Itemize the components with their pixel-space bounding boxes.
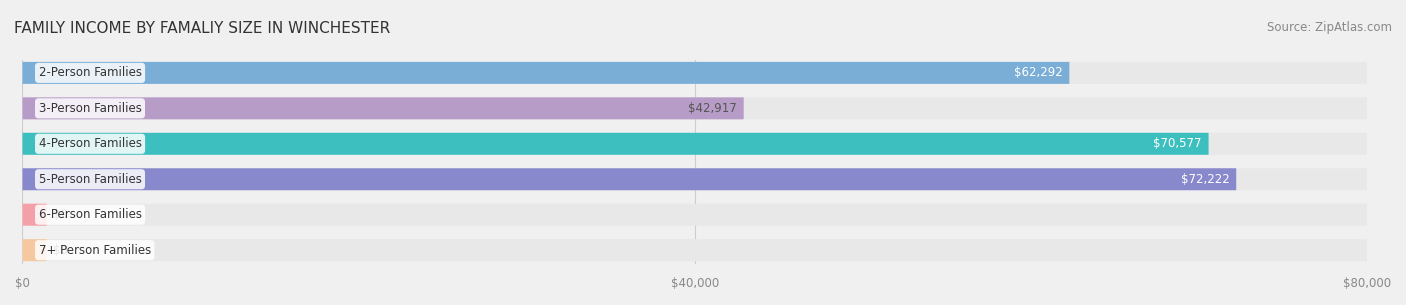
FancyBboxPatch shape: [22, 239, 1367, 261]
FancyBboxPatch shape: [22, 133, 1209, 155]
Text: 7+ Person Families: 7+ Person Families: [38, 244, 150, 257]
Text: $42,917: $42,917: [689, 102, 737, 115]
Text: 3-Person Families: 3-Person Families: [38, 102, 142, 115]
FancyBboxPatch shape: [22, 204, 46, 226]
Text: $0: $0: [53, 208, 69, 221]
Text: 6-Person Families: 6-Person Families: [38, 208, 142, 221]
FancyBboxPatch shape: [22, 97, 1367, 119]
Text: $72,222: $72,222: [1181, 173, 1229, 186]
FancyBboxPatch shape: [22, 168, 1367, 190]
FancyBboxPatch shape: [22, 133, 1367, 155]
FancyBboxPatch shape: [22, 62, 1070, 84]
Text: 2-Person Families: 2-Person Families: [38, 66, 142, 79]
Text: FAMILY INCOME BY FAMALIY SIZE IN WINCHESTER: FAMILY INCOME BY FAMALIY SIZE IN WINCHES…: [14, 21, 391, 36]
FancyBboxPatch shape: [22, 239, 46, 261]
Text: Source: ZipAtlas.com: Source: ZipAtlas.com: [1267, 21, 1392, 34]
Text: $70,577: $70,577: [1153, 137, 1202, 150]
FancyBboxPatch shape: [22, 97, 744, 119]
Text: $62,292: $62,292: [1014, 66, 1063, 79]
FancyBboxPatch shape: [22, 62, 1367, 84]
Text: 4-Person Families: 4-Person Families: [38, 137, 142, 150]
FancyBboxPatch shape: [22, 168, 1236, 190]
Text: $0: $0: [53, 244, 69, 257]
Text: 5-Person Families: 5-Person Families: [38, 173, 142, 186]
FancyBboxPatch shape: [22, 204, 1367, 226]
